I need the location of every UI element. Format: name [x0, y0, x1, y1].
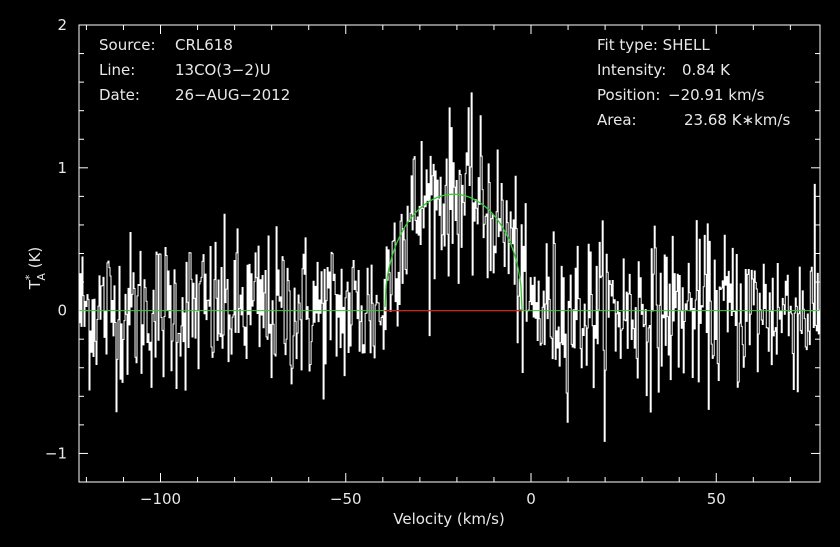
y-tick-label: 1 [57, 159, 67, 177]
y-axis-label-main: T [26, 279, 44, 290]
line-value: 13CO(3−2)U [175, 61, 271, 79]
data-layer [79, 92, 821, 442]
header-right: Fit type: SHELL Intensity: 0.84 K Positi… [597, 36, 790, 129]
header-left: Source: CRL618 Line: 13CO(3−2)U Date: 26… [99, 36, 290, 104]
y-axis-label-sup: * [23, 274, 36, 280]
intensity-value: 0.84 K [682, 61, 731, 79]
y-tick-label: −1 [45, 444, 67, 462]
shell-fit-curve [384, 193, 523, 311]
intensity-label: Intensity: [597, 61, 666, 79]
svg-text:T*A (K): T*A (K) [23, 247, 48, 291]
ticks-layer: −100 −50 0 50 −1 0 1 2 [45, 16, 820, 508]
plot-frame [78, 24, 821, 483]
x-axis-label: Velocity (km/s) [393, 510, 504, 528]
spectrum-line [79, 92, 821, 442]
x-tick-label: −100 [140, 490, 181, 508]
date-value: 26−AUG−2012 [175, 86, 290, 104]
x-tick-label: 0 [526, 490, 536, 508]
date-label: Date: [99, 86, 140, 104]
y-axis-label: T*A (K) [23, 247, 48, 291]
position-label: Position: [597, 86, 660, 104]
area-value: 23.68 K∗km/s [684, 111, 790, 129]
source-label: Source: [99, 36, 156, 54]
line-label: Line: [99, 61, 135, 79]
fit-type-text: Fit type: SHELL [597, 36, 710, 54]
area-label: Area: [597, 111, 637, 129]
source-value: CRL618 [175, 36, 233, 54]
y-tick-label: 0 [57, 302, 67, 320]
position-value: −20.91 km/s [668, 86, 765, 104]
x-tick-label: −50 [330, 490, 362, 508]
y-axis-label-sub: A [35, 273, 48, 281]
y-tick-label: 2 [57, 16, 67, 34]
x-tick-label: 50 [707, 490, 726, 508]
y-axis-label-unit: (K) [26, 247, 44, 273]
